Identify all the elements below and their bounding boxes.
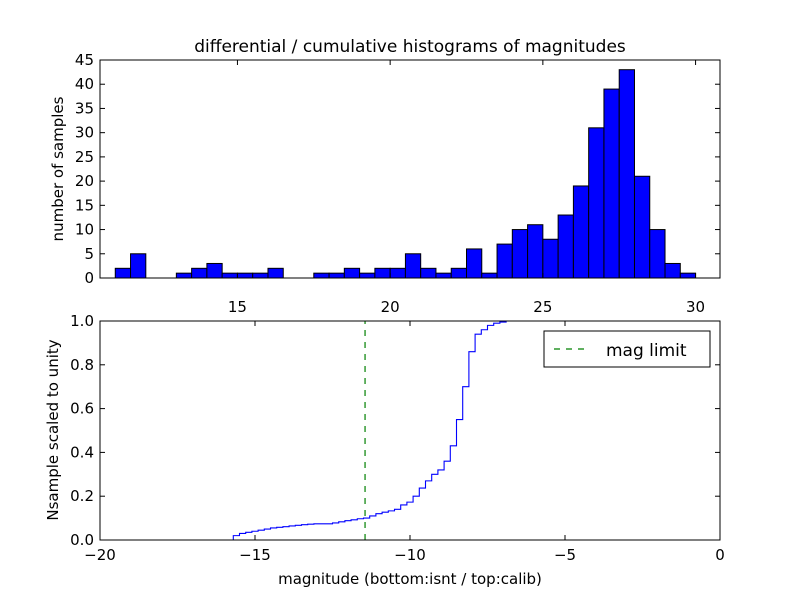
bottom-x-tick-label: −15 [239,546,271,564]
bottom-ticks: 0.0 0.2 0.4 0.6 0.8 1.0 −20 −15 −10 −5 0 [70,312,725,564]
top-y-tick-label: 10 [75,221,94,239]
histogram-bar [603,88,620,279]
histogram-bar [343,267,361,279]
histogram-bar [633,175,651,279]
histogram-bar [542,238,559,279]
histogram-bar [389,267,406,279]
histogram-bar [328,272,345,279]
histogram-bar [221,272,238,279]
top-bars [114,69,697,279]
histogram-bar [374,267,391,279]
top-y-axis-label: number of samples [49,96,67,241]
top-y-tick-label: 25 [75,148,94,166]
top-x-tick-label: 20 [381,298,400,316]
bottom-y-tick-label: 1.0 [70,312,94,330]
histogram-bar [679,272,697,279]
bottom-x-tick-label: −10 [394,546,426,564]
top-x-tick-label: 25 [533,298,552,316]
bottom-lines [100,320,720,541]
top-ticks: 0 5 10 15 20 25 30 35 40 45 15 20 25 30 [75,51,720,316]
top-y-tick-label: 45 [75,51,94,69]
histogram-bar [114,267,132,279]
histogram-bar [527,224,544,279]
top-x-tick-label: 30 [686,298,705,316]
top-y-tick-label: 40 [75,75,94,93]
bottom-x-axis-label: magnitude (bottom:isnt / top:calib) [278,570,542,588]
histogram-bar [359,272,376,279]
histogram-bar [511,229,529,279]
top-y-tick-label: 5 [84,245,94,263]
histogram-bar [404,253,422,279]
histogram-bar [236,272,254,279]
bottom-y-tick-label: 0.4 [70,443,94,461]
histogram-bar [664,262,681,279]
histogram-bar [420,267,437,279]
histogram-bar [206,262,223,279]
bottom-x-tick-label: 0 [715,546,725,564]
top-plot-frame [99,59,721,279]
histogram-bar [130,253,147,279]
top-y-tick-label: 30 [75,124,94,142]
bottom-y-tick-label: 0.8 [70,356,94,374]
histogram-bar [252,272,269,279]
top-y-tick-label: 20 [75,172,94,190]
histogram-bar [588,127,605,279]
histogram-bar [175,272,193,279]
top-chart: differential / cumulative histograms of … [49,37,721,316]
histogram-bar [481,272,498,279]
histogram-bar [557,214,574,279]
cumulative-step-line [100,320,720,541]
bottom-y-tick-label: 0.6 [70,400,94,418]
histogram-bar [191,267,208,279]
bottom-chart: 0.0 0.2 0.4 0.6 0.8 1.0 −20 −15 −10 −5 0 magnitude… [44,312,725,588]
histogram-bar [313,272,330,279]
top-y-tick-label: 35 [75,99,94,117]
bottom-y-axis-label: Nsample scaled to unity [44,339,62,520]
legend-label-mag-limit: mag limit [606,341,687,361]
top-y-tick-label: 15 [75,196,94,214]
bottom-y-tick-label: 0.0 [70,531,94,549]
histogram-bar [466,248,483,279]
histogram-bar [267,267,284,279]
histogram-bar [435,272,452,279]
top-y-tick-label: 0 [84,269,94,287]
histogram-bar [618,69,635,279]
legend: mag limit [543,330,711,368]
bottom-plot-frame [99,320,721,541]
top-x-tick-label: 15 [228,298,247,316]
histogram-bar [450,267,468,279]
histogram-bar [649,229,666,279]
bottom-x-tick-label: −20 [84,546,116,564]
bottom-y-tick-label: 0.2 [70,487,94,505]
histogram-bar [572,185,590,279]
top-chart-title: differential / cumulative histograms of … [194,37,626,57]
bottom-x-tick-label: −5 [554,546,576,564]
histogram-bar [496,243,513,279]
